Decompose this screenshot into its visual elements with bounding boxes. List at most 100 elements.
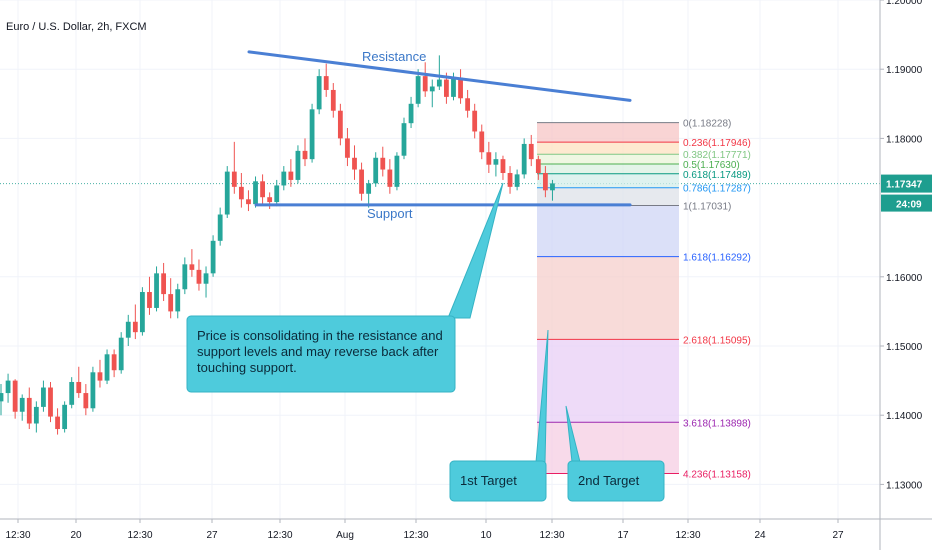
candle [323, 63, 329, 97]
candle-body [210, 240, 216, 274]
candle [486, 141, 492, 173]
fib-zone [537, 142, 679, 155]
candle-body [514, 174, 520, 187]
candle-body [41, 387, 46, 407]
candle [267, 192, 273, 209]
candle [0, 384, 4, 416]
candle [281, 166, 287, 191]
candle-body [472, 110, 478, 132]
candle [514, 169, 520, 191]
candle-body [521, 143, 527, 175]
fib-level-label: 1(1.17031) [683, 201, 731, 212]
x-tick-label: 12:30 [675, 530, 700, 541]
candle-body [19, 397, 25, 412]
x-tick-label: 20 [70, 530, 82, 541]
last-price-tag[interactable] [881, 174, 932, 193]
candle [528, 134, 534, 167]
candle-body [175, 289, 181, 312]
candle [217, 207, 223, 246]
candle-body [26, 397, 32, 424]
candle-body [33, 406, 39, 424]
candle [465, 89, 471, 118]
fib-level-label: 0.786(1.17287) [683, 184, 751, 195]
target2-label: 2nd Target [578, 473, 640, 488]
candle [5, 373, 11, 403]
candle [387, 159, 393, 194]
candle-body [5, 380, 11, 394]
fib-zone [537, 173, 679, 188]
candle-body [274, 185, 280, 203]
candle-body [359, 169, 364, 194]
candle [288, 159, 294, 187]
candle [521, 138, 527, 179]
candle-body [90, 372, 96, 409]
candle-body [436, 79, 442, 87]
x-tick-label: 24 [754, 530, 766, 541]
time-axis-bg [0, 519, 932, 550]
fib-zone [537, 164, 679, 174]
candle-body [387, 169, 393, 187]
candle-body [238, 186, 244, 200]
candle-body [302, 150, 308, 160]
x-tick-label: 27 [206, 530, 218, 541]
candle [125, 314, 131, 346]
x-tick-label: 27 [832, 530, 844, 541]
candle-body [288, 171, 294, 180]
candle-body [203, 273, 209, 284]
candle-body [330, 89, 336, 111]
candle-body [465, 98, 471, 111]
fibonacci-extension[interactable]: 0(1.18228)0.236(1.17946)0.382(1.17771)0.… [537, 119, 751, 481]
candle [500, 155, 506, 180]
support-label: Support [367, 206, 413, 221]
candle [90, 366, 96, 412]
target1-box[interactable] [449, 460, 547, 502]
candle [231, 141, 237, 194]
candle-body [0, 393, 4, 402]
candle-body [267, 197, 273, 203]
candle [147, 276, 152, 315]
candle [246, 190, 251, 212]
candle-body [323, 76, 329, 90]
candle-body [550, 183, 555, 191]
candle [33, 401, 39, 433]
x-tick-label: 12:30 [403, 530, 428, 541]
annotations-layer[interactable]: Price is consolidating in the resistance… [186, 182, 665, 502]
candle [493, 152, 499, 177]
candle-body [366, 183, 372, 194]
candle-body [337, 110, 343, 139]
candle-body [48, 387, 53, 417]
candle-body [132, 321, 138, 333]
candle-body [196, 269, 202, 284]
x-tick-label: 12:30 [127, 530, 152, 541]
candle-body [507, 173, 513, 187]
y-tick-label: 1.14000 [886, 411, 923, 422]
chart-title: Euro / U.S. Dollar, 2h, FXCM [6, 21, 147, 33]
y-tick-label: 1.18000 [886, 134, 923, 145]
trendlines-layer[interactable]: Resistance Support [247, 49, 632, 221]
callout-box[interactable] [186, 315, 456, 393]
candle-body [231, 171, 237, 187]
candle [436, 55, 442, 90]
candle [196, 259, 202, 291]
candle [182, 257, 188, 295]
candle [55, 408, 60, 435]
candle [479, 124, 485, 160]
candle-body [309, 109, 315, 160]
candle [472, 103, 478, 139]
candle-body [295, 150, 301, 180]
candle-body [444, 79, 449, 97]
candle [309, 103, 315, 163]
fib-zone [537, 256, 679, 340]
resistance-line[interactable] [247, 50, 632, 102]
candle-body [373, 157, 379, 184]
target2-box[interactable] [567, 460, 665, 502]
candle [507, 166, 513, 194]
candle [154, 266, 159, 312]
fib-level-label: 4.236(1.13158) [683, 469, 751, 480]
candle-body [168, 294, 174, 312]
candle [19, 394, 25, 421]
x-tick-label: 10 [480, 530, 492, 541]
resistance-label: Resistance [362, 49, 426, 64]
last-price-label: 1.17347 [886, 180, 923, 191]
